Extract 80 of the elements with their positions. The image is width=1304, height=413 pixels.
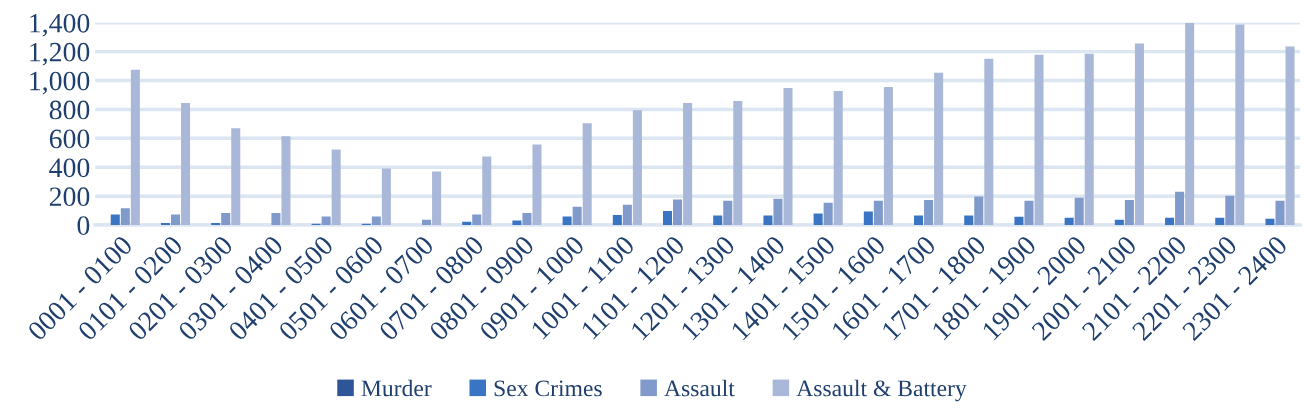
bar xyxy=(1185,22,1195,226)
bar xyxy=(622,204,632,226)
y-tick-label: 200 xyxy=(49,187,90,207)
bar xyxy=(914,215,924,226)
legend-label: Assault & Battery xyxy=(796,379,967,402)
y-tick-label: 600 xyxy=(49,129,90,149)
bar xyxy=(763,215,773,226)
bar xyxy=(381,168,391,226)
y-tick-label: 800 xyxy=(49,100,90,120)
bar xyxy=(231,128,241,226)
bar xyxy=(472,214,482,226)
bar xyxy=(1265,218,1275,226)
bar xyxy=(572,206,582,226)
bar xyxy=(863,211,873,226)
bar xyxy=(321,216,331,226)
bar xyxy=(532,144,542,226)
bar xyxy=(883,86,893,226)
bar xyxy=(482,156,492,226)
bar xyxy=(422,219,432,226)
bar xyxy=(522,213,532,226)
bar xyxy=(462,221,472,226)
bar xyxy=(130,69,140,226)
bar xyxy=(1124,199,1134,226)
bar xyxy=(120,208,130,226)
bar xyxy=(873,200,883,226)
bar xyxy=(281,136,291,226)
y-tick-label: 0 xyxy=(77,216,90,235)
bar xyxy=(1285,46,1295,226)
bar xyxy=(1235,24,1245,226)
bar xyxy=(813,213,823,226)
bar xyxy=(110,214,120,226)
bar xyxy=(733,101,743,226)
bar xyxy=(221,213,231,226)
bar xyxy=(1024,200,1034,226)
bar xyxy=(632,110,642,226)
bar xyxy=(1225,195,1235,226)
bar xyxy=(1084,53,1094,226)
bar xyxy=(1175,191,1185,226)
bar xyxy=(924,199,934,226)
y-tick-label: 400 xyxy=(49,158,90,178)
bar xyxy=(934,72,944,226)
bar xyxy=(773,198,783,226)
bar xyxy=(673,199,683,226)
legend-label: Murder xyxy=(361,379,432,397)
bar xyxy=(582,123,592,226)
bar xyxy=(1064,217,1074,226)
bar xyxy=(713,215,723,226)
bar xyxy=(823,202,833,226)
bar xyxy=(1074,197,1084,226)
y-tick-label: 1,200 xyxy=(30,42,90,66)
bar xyxy=(833,90,843,226)
bar xyxy=(612,215,622,226)
bar xyxy=(974,196,984,226)
bar xyxy=(964,215,974,226)
bar xyxy=(683,103,693,226)
bar xyxy=(1014,216,1024,226)
y-tick-label: 1,400 xyxy=(30,13,90,37)
bar xyxy=(783,87,793,226)
bar xyxy=(331,149,341,226)
bar xyxy=(1114,219,1124,226)
bar xyxy=(181,103,191,226)
bar xyxy=(723,200,733,226)
bar xyxy=(432,171,442,226)
legend-label: Assault xyxy=(664,379,735,397)
bar xyxy=(1134,43,1144,226)
bar xyxy=(371,216,381,226)
bar xyxy=(984,58,994,226)
bar xyxy=(1275,200,1285,226)
legend-label: Sex Crimes xyxy=(494,380,602,397)
bar xyxy=(1165,217,1175,226)
bar xyxy=(211,223,221,226)
bar xyxy=(562,216,572,226)
bar xyxy=(663,211,673,226)
bar xyxy=(512,220,522,226)
y-tick-label: 1,000 xyxy=(30,71,90,95)
bar xyxy=(1034,54,1044,226)
bar xyxy=(1215,217,1225,226)
bar xyxy=(160,223,170,226)
bar xyxy=(271,213,281,226)
bar xyxy=(171,214,181,226)
